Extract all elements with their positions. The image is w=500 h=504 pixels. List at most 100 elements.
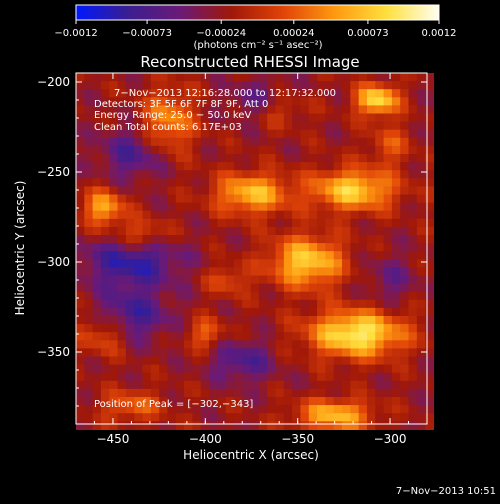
heatmap-cell	[366, 413, 376, 422]
heatmap-cell	[217, 243, 227, 252]
heatmap-cell	[267, 364, 277, 374]
heatmap-cell	[250, 194, 260, 204]
heatmap-cell	[233, 348, 243, 358]
heatmap-cell	[300, 81, 310, 90]
heatmap-cell	[275, 372, 285, 382]
heatmap-cell	[400, 421, 410, 430]
heatmap-cell	[383, 283, 393, 293]
colorbar-tick-label: −0.00073	[122, 28, 172, 39]
heatmap-cell	[92, 186, 102, 196]
heatmap-cell	[142, 380, 152, 390]
heatmap-cell	[308, 332, 318, 341]
heatmap-cell	[125, 259, 135, 268]
heatmap-cell	[76, 129, 85, 139]
heatmap-cell	[383, 316, 393, 325]
heatmap-cell	[92, 397, 102, 406]
heatmap-cell	[117, 121, 127, 131]
heatmap-cell	[350, 194, 360, 204]
heatmap-cell	[200, 388, 210, 398]
y-axis-ticks: −200−250−300−350	[37, 75, 427, 425]
heatmap-cell	[225, 348, 235, 358]
heatmap-cell	[192, 388, 202, 398]
heatmap-cell	[184, 137, 193, 147]
chart-title: Reconstructed RHESSI Image	[140, 53, 359, 71]
heatmap-cell	[209, 178, 218, 187]
heatmap-cell	[358, 324, 368, 333]
heatmap-cell	[275, 178, 285, 187]
heatmap-cell	[258, 243, 268, 252]
heatmap-cell	[192, 226, 202, 236]
heatmap-cell	[84, 178, 94, 187]
heatmap-cell	[117, 73, 127, 82]
heatmap-cell	[76, 137, 85, 147]
heatmap-cell	[175, 324, 185, 333]
colorbar-tick-label: 0.00024	[273, 28, 314, 39]
colorbar-gradient	[75, 4, 440, 21]
heatmap-cell	[308, 129, 318, 139]
heatmap-cell	[400, 210, 410, 220]
heatmap-cell	[400, 356, 410, 366]
heatmap-cell	[416, 316, 426, 325]
heatmap-cell	[100, 210, 110, 220]
heatmap-cell	[258, 267, 268, 277]
heatmap-cell	[283, 243, 293, 252]
heatmap-cell	[300, 97, 310, 106]
heatmap-cell	[358, 251, 368, 260]
heatmap-cell	[283, 267, 293, 277]
heatmap-cell	[383, 97, 393, 106]
heatmap-cell	[308, 283, 318, 293]
heatmap-cell	[117, 380, 127, 390]
heatmap-cell	[84, 259, 94, 268]
heatmap-cell	[84, 372, 94, 382]
heatmap-cell	[300, 194, 310, 204]
heatmap-cell	[225, 259, 235, 268]
heatmap-cell	[283, 380, 293, 390]
heatmap-cell	[258, 105, 268, 115]
heatmap-cell	[400, 145, 410, 155]
heatmap-cell	[225, 324, 235, 333]
heatmap-cell	[76, 235, 85, 244]
heatmap-cell	[375, 218, 385, 228]
heatmap-cell	[109, 218, 119, 228]
heatmap-cell	[242, 137, 252, 147]
y-tick-label: −250	[37, 165, 70, 179]
heatmap-cell	[408, 154, 418, 163]
heatmap-cell	[300, 388, 310, 398]
heatmap-cell	[167, 137, 177, 147]
heatmap-cell	[142, 413, 152, 422]
heatmap-cell	[358, 340, 368, 349]
heatmap-cell	[192, 316, 202, 325]
heatmap-cell	[167, 121, 177, 131]
heatmap-cell	[225, 194, 235, 204]
heatmap-cell	[167, 348, 177, 358]
heatmap-cell	[283, 170, 293, 179]
heatmap-cell	[76, 307, 85, 317]
heatmap-cell	[92, 154, 102, 163]
heatmap-cell	[192, 356, 202, 366]
heatmap-cell	[184, 388, 193, 398]
heatmap-cell	[333, 421, 343, 430]
heatmap-cell	[283, 178, 293, 187]
heatmap-cell	[242, 348, 252, 358]
heatmap-cell	[109, 388, 119, 398]
heatmap-cell	[333, 89, 343, 98]
heatmap-cell	[308, 356, 318, 366]
heatmap-cell	[375, 89, 385, 98]
heatmap-cell	[159, 113, 169, 123]
heatmap-cell	[425, 307, 435, 317]
heatmap-cell	[92, 259, 102, 268]
heatmap-cell	[275, 316, 285, 325]
heatmap-cell	[175, 307, 185, 317]
heatmap-cell	[250, 89, 260, 98]
heatmap-cell	[192, 291, 202, 301]
heatmap-cell	[292, 251, 302, 260]
heatmap-cell	[317, 129, 326, 139]
heatmap-cell	[350, 97, 360, 106]
heatmap-cell	[150, 372, 160, 382]
heatmap-cell	[350, 218, 360, 228]
heatmap-cell	[391, 413, 401, 422]
heatmap-cell	[200, 121, 210, 131]
heatmap-cell	[258, 397, 268, 406]
heatmap-cell	[92, 129, 102, 139]
